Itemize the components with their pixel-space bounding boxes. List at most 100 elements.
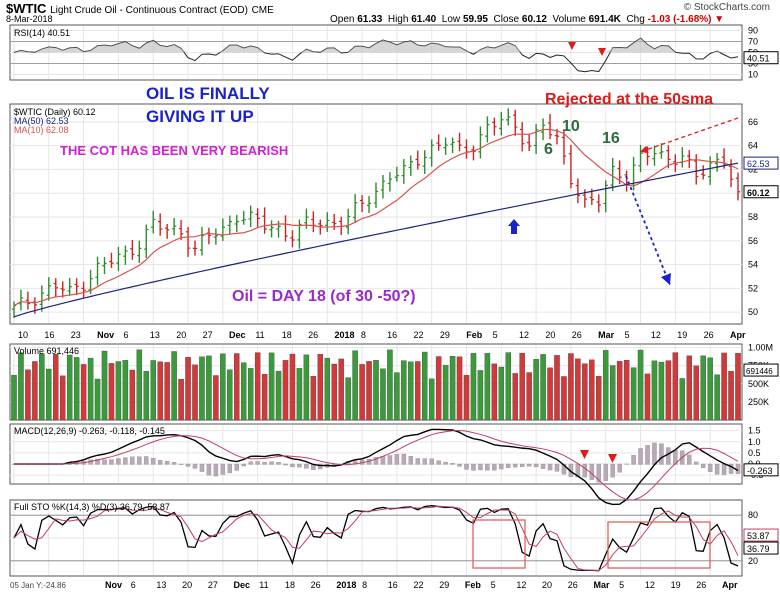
rejection-arrow [639,117,739,154]
rsi-value: 40.51 [747,54,770,64]
volume-bar [721,352,727,421]
volume-bar [575,358,581,421]
volume-bar [609,365,616,421]
macd-histogram-bar [659,443,664,465]
sto-d-value: 53.87 [747,531,770,541]
macd-histogram-bar [694,461,699,465]
macd-value: -0.263 [747,466,773,476]
sto-d-value-box [743,528,779,542]
x-axis-label-top: 26 [308,330,318,340]
volume-bar [679,378,686,421]
macd-histogram-bar [519,463,525,468]
volume-bar [324,357,331,421]
x-axis-label-bottom: 12 [645,580,655,590]
volume-bar [658,361,665,421]
volume-bar [630,367,637,421]
volume-bar [547,367,553,421]
x-axis-label-top: 8 [361,330,366,340]
macd-value-box [743,463,779,477]
volume-bar [672,352,679,421]
x-axis-label-bottom: 18 [285,580,295,590]
volume-bar [94,378,101,421]
macd-histogram-bar [137,456,142,465]
volume-bar [289,353,296,421]
price-tick-label: 52 [748,283,758,293]
volume-bar [192,364,198,421]
vol-tick-label: 500K [748,379,769,389]
volume-bar [129,369,136,421]
macd-histogram-bar [638,448,643,465]
volume-bar [268,352,275,421]
macd-histogram-bar [394,454,400,465]
volume-bar [275,370,282,421]
macd-signal-line [14,429,739,501]
rsi-label: RSI(14) 40.51 [14,28,70,38]
volume-bar [442,365,449,421]
volume-bar [394,372,400,421]
x-axis-label-top: 10 [18,330,28,340]
symbol: $WTIC [6,1,47,16]
volume-bar [491,363,498,421]
volume-bar [366,361,372,421]
macd-histogram-bar [262,461,267,465]
x-axis-label-bottom: 12 [516,580,526,590]
macd-histogram-bar [220,463,226,475]
volume-bar [470,353,477,421]
x-axis-label-top: Feb [466,330,483,340]
x-axis-label-top: 26 [572,330,582,340]
volume-bar [651,360,658,421]
volume-bar [39,353,45,421]
macd-histogram-bar [540,463,546,469]
macd-histogram-bar [464,463,469,470]
volume-bar [227,369,233,421]
x-axis-label-bottom: 29 [439,580,449,590]
volume-bar [484,353,491,421]
macd-histogram-bar [707,463,713,472]
volume-bar [380,368,386,421]
close-value: 60.12 [521,14,547,25]
volume-bar [408,361,414,421]
macd-histogram-bar [506,463,511,469]
x-axis-label-top: 2018 [334,330,354,340]
sto-k-value: 36.79 [747,544,770,554]
macd-histogram-bar [157,460,163,465]
ma10-line [13,128,739,307]
x-axis-label-top: Apr [730,330,746,340]
macd-histogram-bar [485,463,490,471]
x-axis-label-top: 12 [519,330,529,340]
rsi-value-box [743,51,779,65]
volume-bar [157,361,163,421]
volume-bar [296,368,303,421]
instrument-name: Light Crude Oil - Continuous Contract (E… [50,5,248,16]
ma50-line [13,162,739,318]
volume-bar [498,366,505,421]
x-axis-label-top: 19 [677,330,687,340]
x-axis-label-top: 29 [440,330,450,340]
macd-histogram-bar [297,463,302,468]
macd-histogram-bar [255,461,260,465]
price-tick-label: 64 [748,141,758,151]
macd-histogram-bar [554,463,560,472]
volume-bar [421,351,428,421]
x-axis-label-bottom: 16 [388,580,398,590]
x-axis-label-top: 5 [493,330,498,340]
volume-bar [178,379,184,421]
sto-tick-label: 80 [748,510,758,520]
watermark: © StockCharts.com [683,2,770,13]
annotation-number-16: 16 [602,130,620,147]
macd-histogram-bar [596,463,601,483]
volume-bar [53,354,59,421]
annotation-day-count: Oil = DAY 18 (of 30 -50?) [232,288,416,305]
x-axis-label-top: Dec [229,330,246,340]
volume-bar [665,360,672,421]
volume-bar [463,375,470,421]
annotation-number-10: 10 [562,118,580,135]
close-value-box [743,185,779,199]
volume-bar [25,369,31,421]
macd-histogram-bar [199,463,205,472]
volume-label: Volume [552,14,586,25]
macd-histogram-bar [443,461,448,465]
macd-histogram-bar [721,463,727,475]
x-axis-label-top: 16 [44,330,54,340]
macd-histogram-bar [415,458,420,465]
